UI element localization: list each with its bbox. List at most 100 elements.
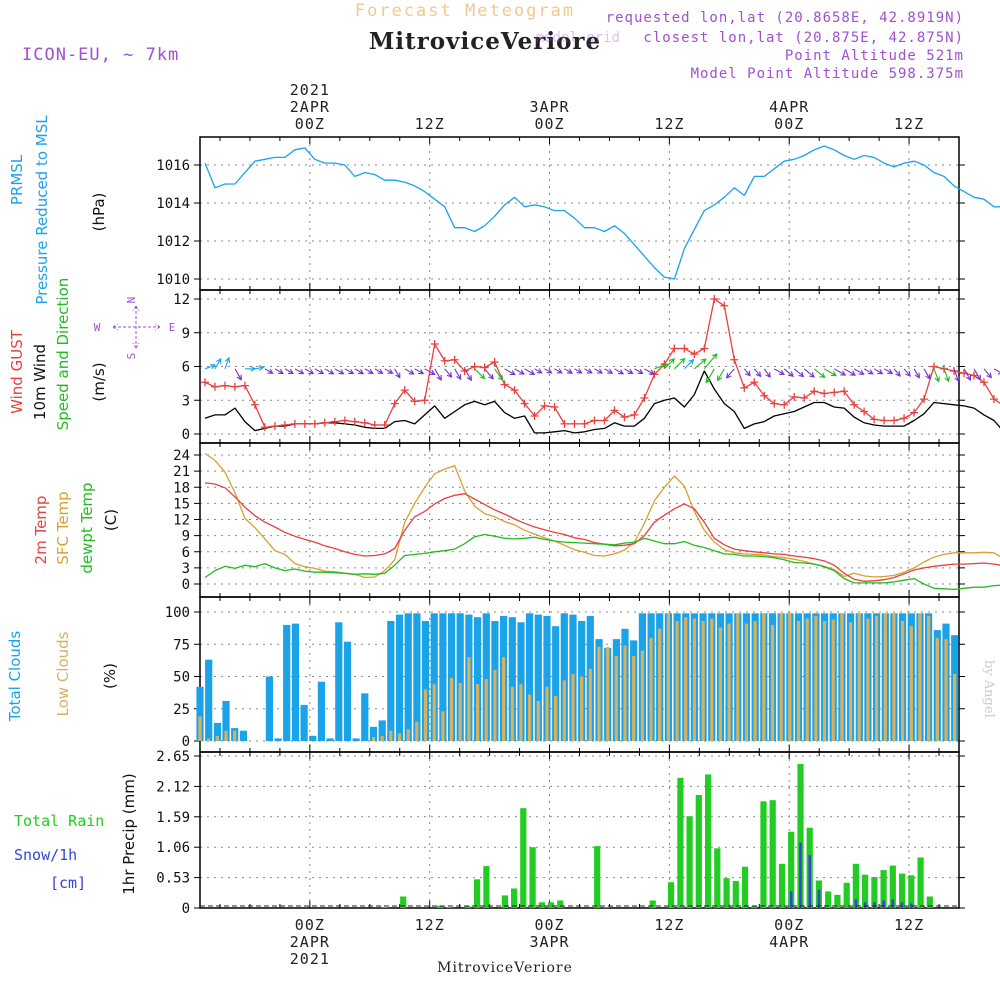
- wind-direction-arrow: [414, 368, 425, 375]
- total-cloud-bar: [213, 722, 221, 741]
- gust-marker: [820, 389, 829, 398]
- rain-bar: [520, 808, 527, 908]
- low-cloud-bar: [632, 655, 636, 741]
- low-cloud-bar: [866, 618, 870, 741]
- wind-direction-arrow: [654, 362, 669, 370]
- gust-marker: [450, 355, 459, 364]
- rain-bar: [843, 882, 850, 908]
- wind-direction-arrow: [554, 368, 563, 374]
- chart-subtitle: Forecast Meteogram: [355, 1, 575, 21]
- wind-direction-arrow: [943, 368, 950, 383]
- gust-marker: [410, 397, 419, 406]
- gust-marker: [370, 421, 379, 429]
- wind-direction-arrow: [973, 368, 981, 381]
- total-cloud-bar: [352, 738, 360, 741]
- gust-marker: [270, 422, 279, 431]
- total-cloud-bar: [526, 613, 534, 741]
- rain-bar: [538, 902, 545, 908]
- low-cloud-bar: [545, 686, 549, 741]
- gust-marker: [380, 421, 389, 429]
- rain-bar: [788, 831, 795, 908]
- y-tick-label: 2.12: [156, 779, 190, 795]
- total-cloud-bar: [369, 726, 378, 741]
- top-time-label: 2APR: [290, 98, 330, 116]
- gust-marker: [520, 399, 529, 408]
- gust-marker: [560, 419, 569, 428]
- low-cloud-bar: [441, 711, 445, 741]
- total-cloud-bar: [274, 738, 282, 741]
- wind-direction-arrow: [344, 368, 355, 375]
- gust-marker: [500, 380, 509, 389]
- total-cloud-bar: [326, 738, 334, 741]
- gust-marker: [480, 363, 489, 372]
- gust-marker: [310, 419, 319, 428]
- y-tick-label: 1.59: [156, 810, 190, 826]
- rain-bar: [649, 900, 656, 908]
- wind-direction-arrow: [484, 368, 494, 380]
- total-cloud-bar: [205, 659, 213, 741]
- gust-marker: [680, 344, 689, 353]
- gust-marker: [290, 419, 299, 428]
- low-cloud-bar: [510, 686, 514, 741]
- rain-bar: [677, 777, 684, 908]
- rain-bar: [926, 896, 933, 908]
- wind-direction-arrow: [524, 368, 536, 375]
- wind-direction-arrow: [544, 368, 553, 374]
- wind-direction-arrow: [384, 368, 394, 374]
- gust-marker: [430, 340, 439, 348]
- closest-prefix: model grid: [536, 30, 620, 46]
- total-cloud-bar: [361, 693, 369, 741]
- total-cloud-bar: [239, 730, 247, 741]
- rain-bar: [751, 906, 758, 908]
- rain-bar: [834, 894, 841, 908]
- y-tick-label: 6: [182, 545, 190, 561]
- panel-frame: [199, 751, 960, 909]
- wind-direction-arrow: [634, 368, 644, 374]
- station-title: MitroviceVeriore: [369, 28, 601, 55]
- gust-marker: [580, 419, 589, 428]
- wind-direction-arrow: [843, 368, 857, 376]
- model-label: ICON-EU, ~ 7km: [22, 45, 179, 65]
- rain-bar: [899, 873, 906, 908]
- gust-marker: [830, 388, 839, 397]
- snow-bar: [900, 902, 904, 908]
- total-cloud-bar: [543, 615, 551, 741]
- total-cloud-bar: [343, 641, 352, 741]
- wind-direction-arrow: [684, 358, 695, 370]
- wind-direction-arrow: [374, 368, 384, 374]
- sfc-temp-line: [204, 452, 1000, 579]
- gust-marker: [240, 381, 249, 390]
- requested-coords: requested lon,lat (20.8658E, 42.8919N): [606, 10, 964, 26]
- temp-2m-line: [204, 482, 1000, 582]
- total-cloud-bar: [517, 622, 525, 741]
- wind-direction-arrow: [803, 368, 815, 378]
- low-cloud-bar: [415, 721, 419, 741]
- gust-marker: [760, 391, 769, 400]
- rain-bar: [880, 870, 887, 908]
- pressure-axis-label: PRMSL: [8, 154, 26, 205]
- gust-marker: [620, 413, 629, 422]
- wind-direction-arrow: [324, 368, 335, 375]
- gust-marker: [280, 421, 289, 429]
- gust-marker: [790, 392, 799, 401]
- y-tick-label: 25: [173, 702, 190, 718]
- low-cloud-bar: [710, 618, 714, 741]
- wind-direction-arrow: [214, 357, 222, 370]
- total-cloud-bar: [265, 676, 273, 741]
- snow-bar: [910, 903, 913, 908]
- low-cloud-bar: [814, 615, 818, 741]
- low-cloud-bar: [718, 627, 722, 741]
- y-tick-label: 15: [173, 496, 190, 512]
- y-tick-label: 12: [173, 513, 190, 529]
- low-cloud-bar: [736, 613, 740, 741]
- wind-direction-arrow: [304, 368, 315, 375]
- low-cloud-bar: [805, 618, 809, 741]
- wind-direction-arrow: [284, 368, 294, 374]
- low-cloud-bar: [684, 617, 688, 741]
- wind-direction-arrow: [404, 368, 415, 375]
- pressure-line: [204, 145, 1000, 280]
- total-cloud-bar: [439, 613, 447, 741]
- low-cloud-bar: [927, 615, 931, 741]
- rain-bar: [547, 902, 555, 908]
